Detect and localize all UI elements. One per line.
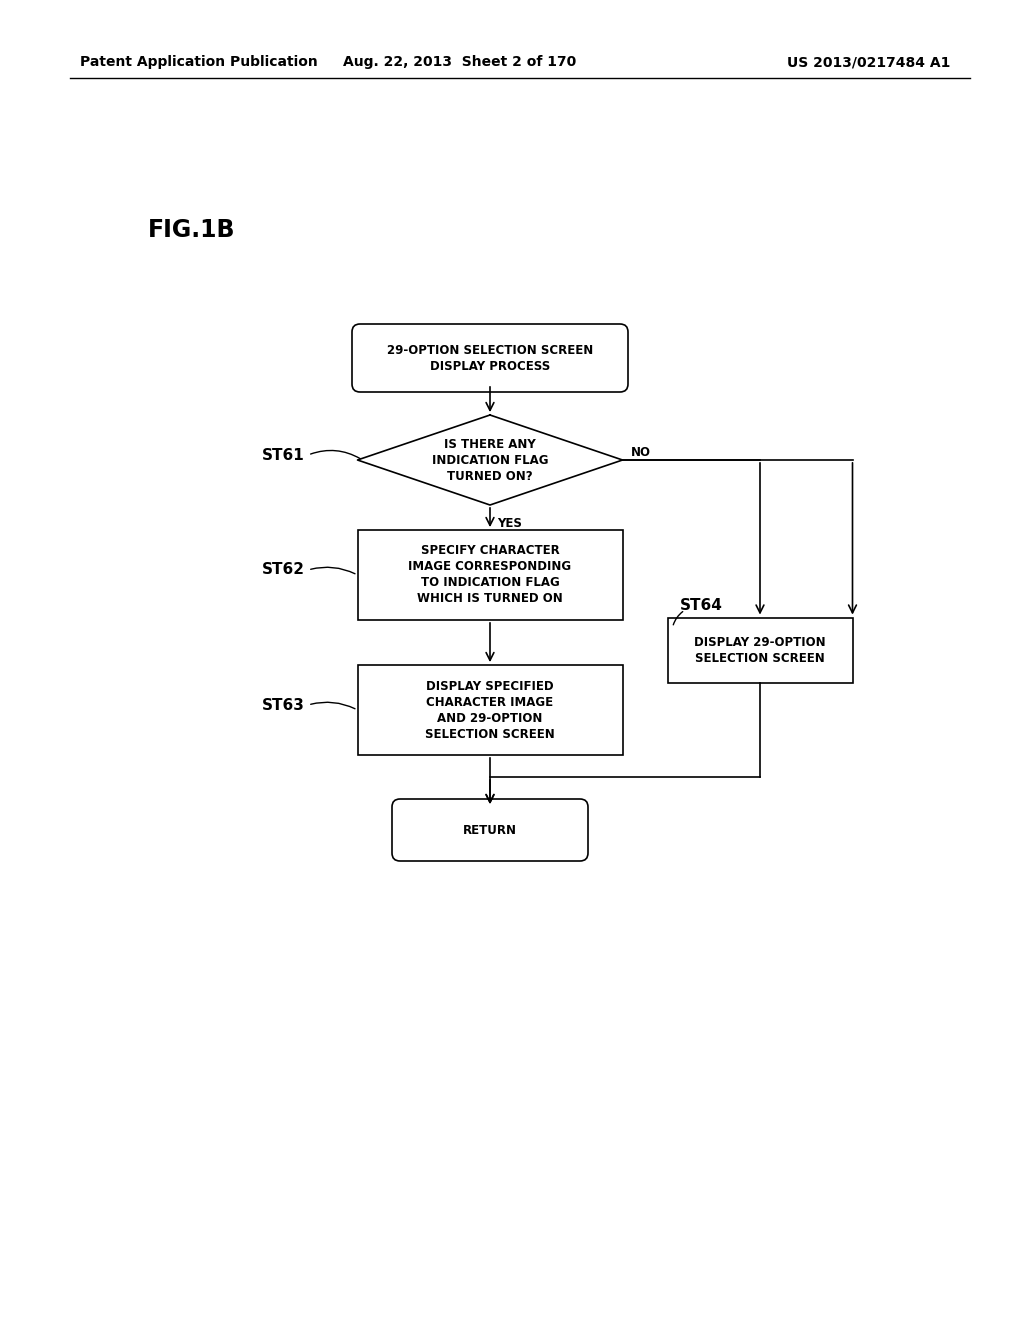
Text: FIG.1B: FIG.1B xyxy=(148,218,236,242)
Text: IS THERE ANY
INDICATION FLAG
TURNED ON?: IS THERE ANY INDICATION FLAG TURNED ON? xyxy=(432,437,548,483)
Text: 29-OPTION SELECTION SCREEN
DISPLAY PROCESS: 29-OPTION SELECTION SCREEN DISPLAY PROCE… xyxy=(387,343,593,372)
Text: SPECIFY CHARACTER
IMAGE CORRESPONDING
TO INDICATION FLAG
WHICH IS TURNED ON: SPECIFY CHARACTER IMAGE CORRESPONDING TO… xyxy=(409,544,571,606)
FancyBboxPatch shape xyxy=(352,323,628,392)
Text: DISPLAY 29-OPTION
SELECTION SCREEN: DISPLAY 29-OPTION SELECTION SCREEN xyxy=(694,635,825,664)
Text: DISPLAY SPECIFIED
CHARACTER IMAGE
AND 29-OPTION
SELECTION SCREEN: DISPLAY SPECIFIED CHARACTER IMAGE AND 29… xyxy=(425,680,555,741)
Bar xyxy=(668,618,853,682)
Text: US 2013/0217484 A1: US 2013/0217484 A1 xyxy=(786,55,950,69)
Text: ST61: ST61 xyxy=(262,447,305,462)
FancyBboxPatch shape xyxy=(392,799,588,861)
Text: ST64: ST64 xyxy=(680,598,723,612)
Text: ST63: ST63 xyxy=(262,697,305,713)
Text: YES: YES xyxy=(497,517,522,531)
Text: ST62: ST62 xyxy=(262,562,305,578)
Text: Patent Application Publication: Patent Application Publication xyxy=(80,55,317,69)
Bar xyxy=(357,665,623,755)
Text: Aug. 22, 2013  Sheet 2 of 170: Aug. 22, 2013 Sheet 2 of 170 xyxy=(343,55,577,69)
Bar xyxy=(357,531,623,620)
Text: RETURN: RETURN xyxy=(463,824,517,837)
Text: NO: NO xyxy=(631,446,650,458)
